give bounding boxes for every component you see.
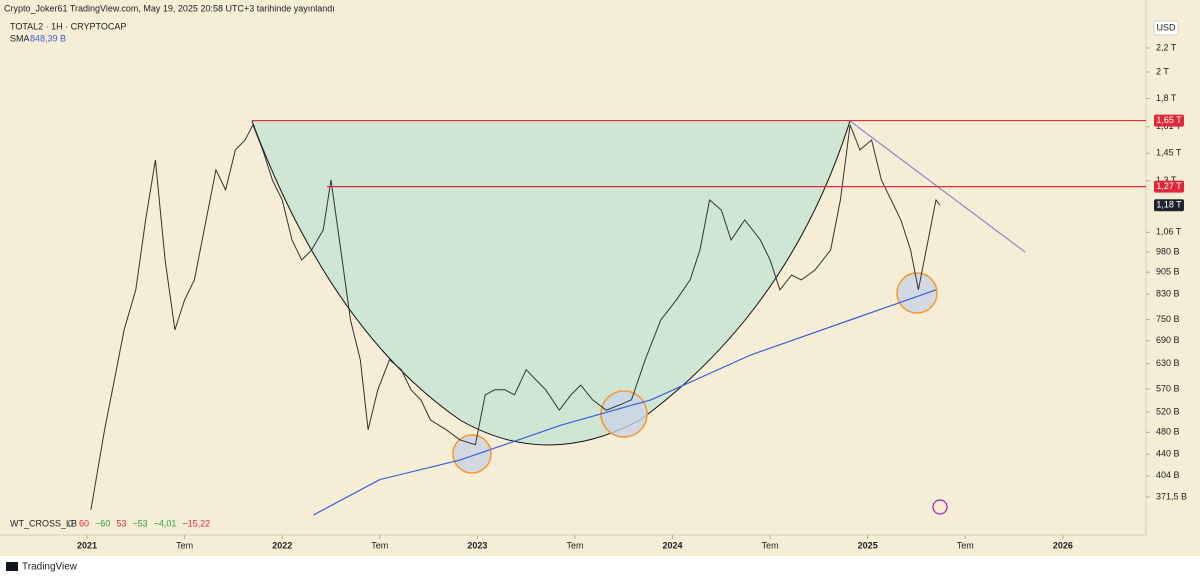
highlight-circle xyxy=(896,272,938,314)
x-tick-label: Tem xyxy=(176,540,193,550)
y-tick-label: 750 B xyxy=(1156,314,1180,324)
sma-value: 848,39 B xyxy=(30,33,66,43)
footer-brand: TradingView xyxy=(22,562,78,573)
price-label: 1,65 T xyxy=(1156,115,1182,125)
indicator-value: 60 xyxy=(79,518,89,528)
indicator-value: 53 xyxy=(116,518,126,528)
indicator-name: WT_CROSS_LB xyxy=(10,518,77,528)
y-tick-label: 1,8 T xyxy=(1156,93,1177,103)
x-tick-label: Tem xyxy=(957,540,974,550)
symbol-title: TOTAL2 · 1H · CRYPTOCAP xyxy=(10,21,126,31)
y-tick-label: 830 B xyxy=(1156,288,1180,298)
highlight-circle xyxy=(600,390,648,438)
y-tick-label: 520 B xyxy=(1156,406,1180,416)
y-tick-label: 1,45 T xyxy=(1156,148,1182,158)
y-tick-label: 371,5 B xyxy=(1156,491,1187,501)
indicator-value: −4,01 xyxy=(154,518,177,528)
footer-bar xyxy=(0,556,1200,578)
y-tick-label: 630 B xyxy=(1156,358,1180,368)
x-tick-label: Tem xyxy=(566,540,583,550)
highlight-circle xyxy=(452,434,492,474)
price-label: 1,18 T xyxy=(1156,200,1182,210)
y-tick-label: 2,2 T xyxy=(1156,42,1177,52)
x-tick-label: 2025 xyxy=(858,540,878,550)
y-tick-label: 2 T xyxy=(1156,66,1169,76)
x-tick-label: 2024 xyxy=(663,540,683,550)
x-tick-label: Tem xyxy=(371,540,388,550)
x-tick-label: 2022 xyxy=(272,540,292,550)
alert-icon[interactable] xyxy=(932,499,948,515)
cup-fill xyxy=(252,121,850,445)
y-tick-label: 905 B xyxy=(1156,267,1180,277)
price-label-box xyxy=(1154,180,1184,193)
publisher: Crypto_Joker61 TradingView.com, May 19, … xyxy=(4,3,335,13)
price-label-box xyxy=(1154,114,1184,127)
x-tick-label: 2026 xyxy=(1053,540,1073,550)
y-tick-label: 480 B xyxy=(1156,427,1180,437)
indicator-value: −60 xyxy=(95,518,110,528)
indicator-value: −53 xyxy=(132,518,147,528)
indicator-value: 0 xyxy=(68,518,73,528)
x-tick-label: Tem xyxy=(762,540,779,550)
price-label-box xyxy=(1154,199,1184,212)
sma-name: SMA xyxy=(10,33,30,43)
x-tick-label: 2021 xyxy=(77,540,97,550)
y-tick-label: 404 B xyxy=(1156,470,1180,480)
price-label: 1,27 T xyxy=(1156,181,1182,191)
y-tick-label: 1,3 T xyxy=(1156,175,1177,185)
y-tick-label: 570 B xyxy=(1156,383,1180,393)
plot xyxy=(90,123,941,516)
footer-logo xyxy=(6,562,18,571)
y-tick-label: 1,06 T xyxy=(1156,227,1182,237)
y-tick-label: 690 B xyxy=(1156,335,1180,345)
currency-box[interactable] xyxy=(1153,20,1179,36)
indicator-value: −15,22 xyxy=(182,518,210,528)
currency[interactable]: USD xyxy=(1156,22,1176,32)
sma-line xyxy=(313,289,937,516)
price-line xyxy=(90,123,941,510)
y-tick-label: 440 B xyxy=(1156,449,1180,459)
y-tick-label: 980 B xyxy=(1156,246,1180,256)
x-tick-label: 2023 xyxy=(467,540,487,550)
